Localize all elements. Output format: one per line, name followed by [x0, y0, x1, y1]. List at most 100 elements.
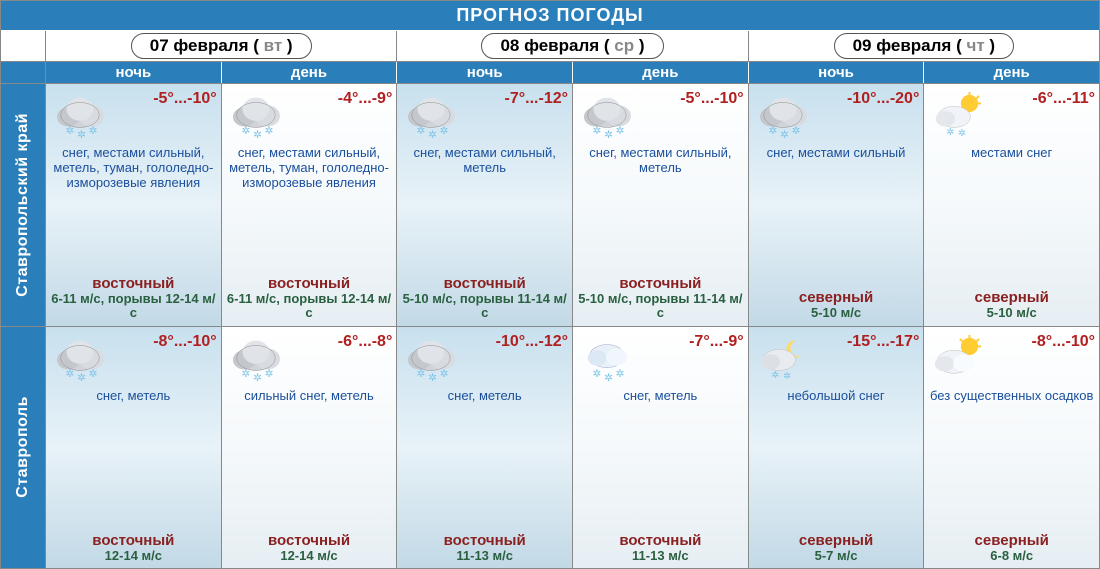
cell-top: -5°...-10°	[577, 90, 744, 142]
period-label: день	[222, 62, 398, 83]
cell-top: -5°...-10°	[50, 90, 217, 142]
forecast-table: ПРОГНОЗ ПОГОДЫ 07 февраля ( вт ) 08 февр…	[0, 0, 1100, 569]
conditions-text: снег, метель	[401, 389, 568, 404]
wind-speed: 5-10 м/с, порывы 11-14 м/с	[401, 292, 568, 323]
conditions-text: небольшой снег	[753, 389, 920, 404]
conditions-text: сильный снег, метель	[226, 389, 393, 404]
snow-heavy-icon	[50, 333, 108, 381]
forecast-cell: -10°...-20° снег, местами сильный северный…	[749, 84, 925, 326]
forecast-cell: -8°...-10°без существенных осадковсеверн…	[924, 327, 1099, 569]
spacer	[401, 403, 568, 531]
day-header: 08 февраля ( ср )	[397, 31, 748, 61]
region-name: Ставропольский край	[14, 113, 32, 297]
conditions-text: снег, местами сильный, метель, туман, го…	[226, 146, 393, 191]
forecast-cell: -15°...-17°небольшой снегсеверный5-7 м/с	[749, 327, 925, 569]
day-header: 07 февраля ( вт )	[46, 31, 397, 61]
conditions-text: снег, местами сильный	[753, 146, 920, 161]
spacer	[577, 176, 744, 275]
conditions-text: снег, метель	[50, 389, 217, 404]
wind-speed: 12-14 м/с	[226, 549, 393, 565]
cell-top: -6°...-11°	[928, 90, 1095, 142]
date-pill: 09 февраля ( чт )	[834, 33, 1014, 59]
cell-top: -15°...-17°	[753, 333, 920, 385]
cell-top: -4°...-9°	[226, 90, 393, 142]
snow-heavy-icon	[401, 90, 459, 138]
cell-top: -10°...-20°	[753, 90, 920, 142]
forecast-cell: -7°...-12°снег, местами сильный, метельв…	[397, 84, 573, 326]
spacer	[753, 161, 920, 289]
spacer	[928, 403, 1095, 531]
spacer	[928, 161, 1095, 289]
sun-snow-icon	[928, 90, 986, 138]
cell-top: -8°...-10°	[50, 333, 217, 385]
wind-direction: северный	[753, 532, 920, 549]
temperature: -10°...-12°	[463, 333, 568, 351]
spacer	[753, 403, 920, 531]
spacer	[401, 176, 568, 275]
snow-heavy-icon	[226, 90, 284, 138]
date-pill: 08 февраля ( ср )	[481, 33, 663, 59]
forecast-cell: -5°...-10° снег, местами сильный, метель,…	[46, 84, 222, 326]
day-header: 09 февраля ( чт )	[749, 31, 1099, 61]
temperature: -7°...-12°	[463, 90, 568, 108]
date-pill: 07 февраля ( вт )	[131, 33, 312, 59]
forecast-cell: -6°...-11°местами снегсеверный5-10 м/с	[924, 84, 1099, 326]
temperature: -4°...-9°	[288, 90, 393, 108]
region-row: Ставрополь -8°...-10° снег, метель восточны…	[1, 327, 1099, 569]
corner-stub	[1, 62, 46, 83]
period-label: день	[924, 62, 1099, 83]
moon-snow-icon	[753, 333, 811, 381]
forecast-cell: -5°...-10°снег, местами сильный, метельв…	[573, 84, 749, 326]
period-label: ночь	[749, 62, 925, 83]
conditions-text: снег, метель	[577, 389, 744, 404]
forecast-body: Ставропольский край -5°...-10° снег, места…	[1, 84, 1099, 568]
date-text: 07 февраля	[150, 36, 249, 55]
forecast-cell: -7°...-9°снег, метельвосточный11-13 м/с	[573, 327, 749, 569]
sun-cloud-icon	[928, 333, 986, 381]
snow-heavy-icon	[401, 333, 459, 381]
forecast-cell: -10°...-12°снег, метельвосточный11-13 м/…	[397, 327, 573, 569]
temperature: -8°...-10°	[112, 333, 217, 351]
cell-top: -10°...-12°	[401, 333, 568, 385]
date-text: 08 февраля	[500, 36, 599, 55]
day-abbr: чт	[966, 36, 984, 55]
spacer	[50, 403, 217, 531]
period-row: ночь день ночь день ночь день	[1, 62, 1099, 84]
snow-heavy-icon	[50, 90, 108, 138]
conditions-text: снег, местами сильный, метель	[577, 146, 744, 176]
temperature: -8°...-10°	[990, 333, 1095, 351]
wind-direction: северный	[928, 289, 1095, 306]
wind-speed: 6-11 м/с, порывы 12-14 м/с	[226, 292, 393, 323]
cells-container: -8°...-10° снег, метель восточный12-14 м/с…	[46, 327, 1099, 569]
conditions-text: снег, местами сильный, метель, туман, го…	[50, 146, 217, 191]
wind-direction: восточный	[401, 275, 568, 292]
wind-speed: 6-11 м/с, порывы 12-14 м/с	[50, 292, 217, 323]
forecast-cell: -6°...-8° сильный снег, метель восточный12…	[222, 327, 398, 569]
forecast-cell: -8°...-10°снег, метельвосточный12-14 м/с	[46, 327, 222, 569]
cells-container: -5°...-10° снег, местами сильный, метель,…	[46, 84, 1099, 326]
period-label: ночь	[397, 62, 573, 83]
snow-heavy-icon	[577, 90, 635, 138]
wind-direction: северный	[753, 289, 920, 306]
date-text: 09 февраля	[853, 36, 952, 55]
wind-direction: восточный	[226, 275, 393, 292]
temperature: -10°...-20°	[815, 90, 920, 108]
temperature: -7°...-9°	[639, 333, 744, 351]
period-label: ночь	[46, 62, 222, 83]
temperature: -6°...-11°	[990, 90, 1095, 108]
snow-heavy-icon	[753, 90, 811, 138]
wind-direction: восточный	[50, 275, 217, 292]
cell-top: -8°...-10°	[928, 333, 1095, 385]
conditions-text: местами снег	[928, 146, 1095, 161]
snow-icon	[577, 333, 635, 381]
wind-direction: восточный	[226, 532, 393, 549]
temperature: -6°...-8°	[288, 333, 393, 351]
snow-heavy-icon	[226, 333, 284, 381]
wind-speed: 5-10 м/с, порывы 11-14 м/с	[577, 292, 744, 323]
temperature: -5°...-10°	[639, 90, 744, 108]
region-label: Ставрополь	[1, 327, 46, 569]
wind-speed: 11-13 м/с	[577, 549, 744, 565]
spacer	[226, 403, 393, 531]
temperature: -5°...-10°	[112, 90, 217, 108]
wind-speed: 11-13 м/с	[401, 549, 568, 565]
